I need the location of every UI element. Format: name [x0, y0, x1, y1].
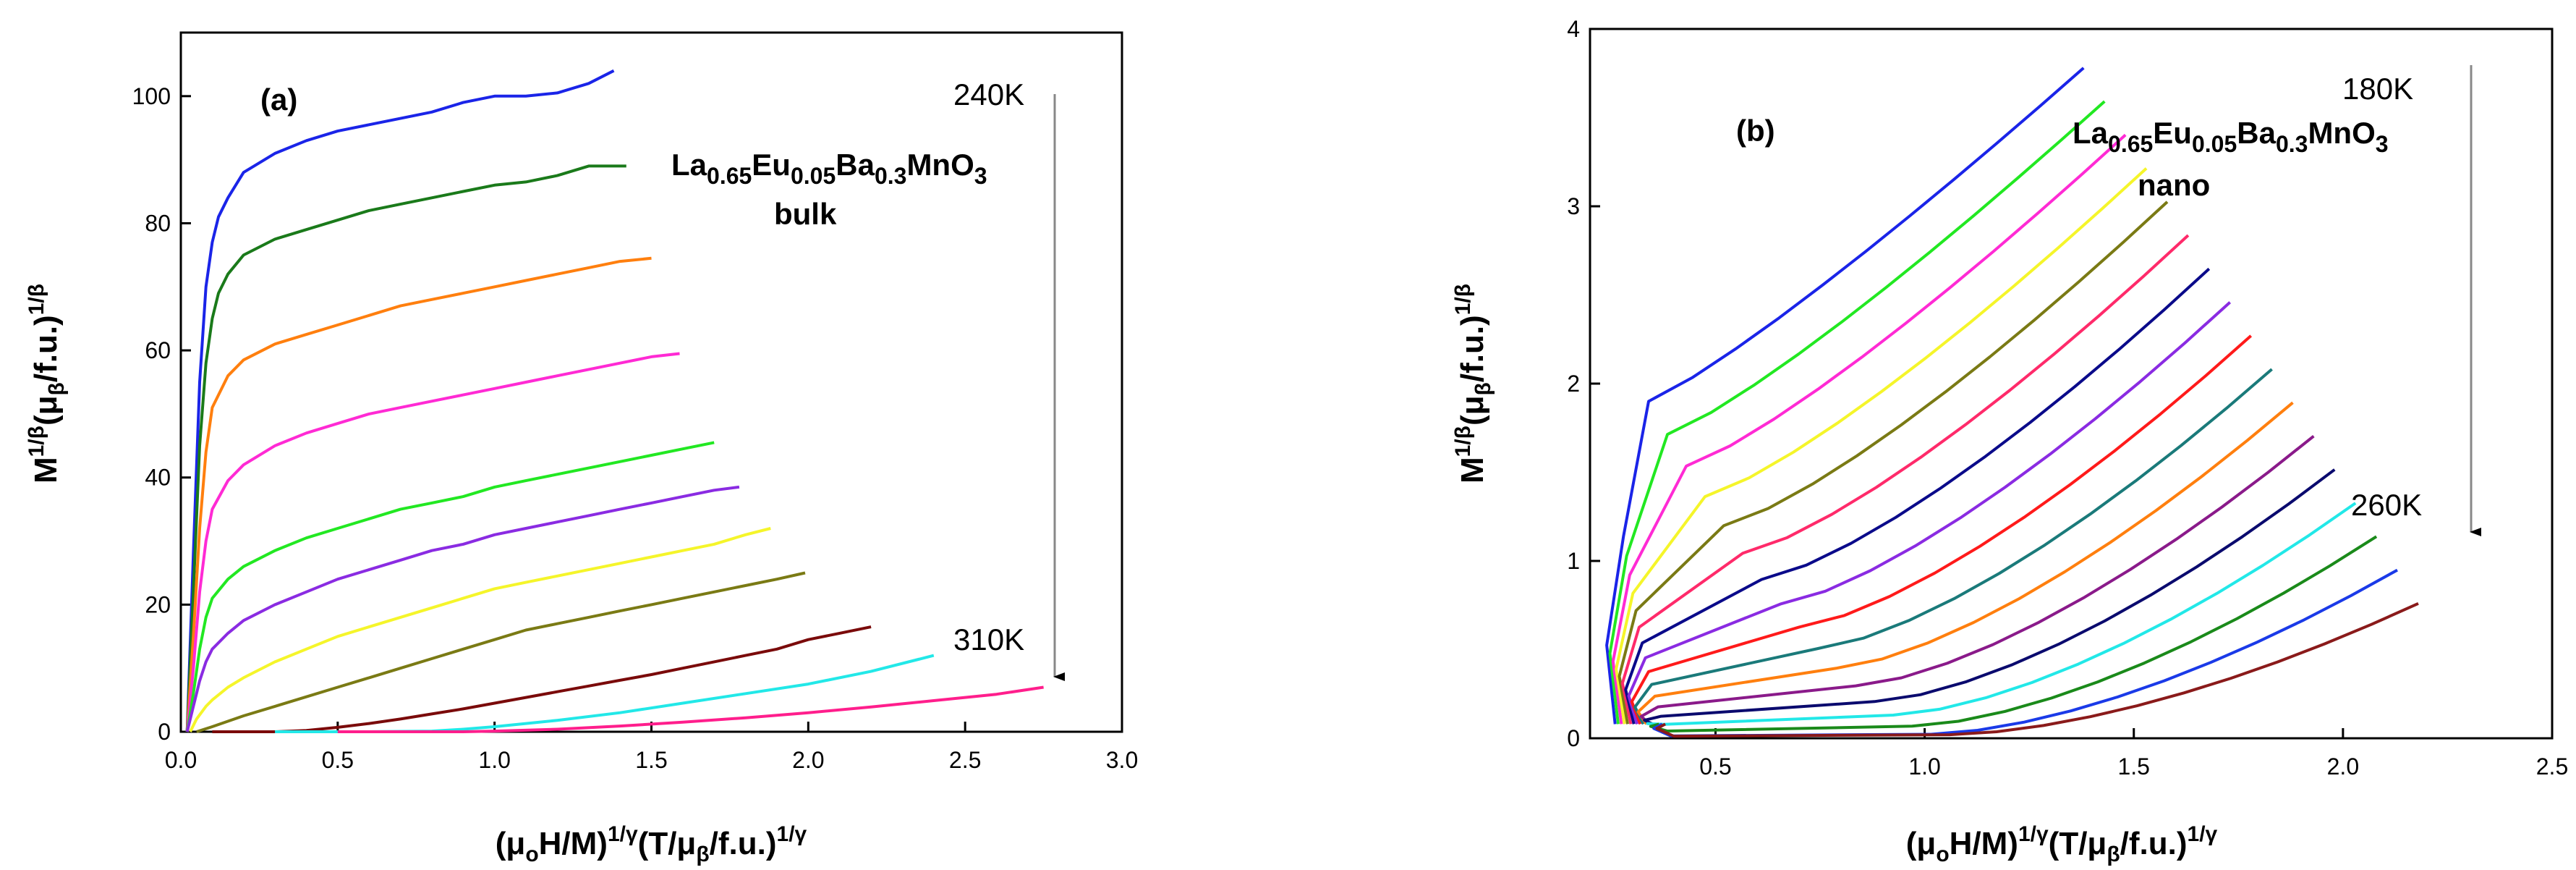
chart-b-arrow-top-label: 180K [2342, 72, 2413, 106]
chart-a-series-line [185, 69, 615, 732]
chart-a-series-line [185, 441, 715, 732]
chart-a-x-tick-label: 1.5 [635, 747, 667, 773]
chart-a-series-line [196, 571, 806, 733]
chart-a-x-tick-label: 0.5 [322, 747, 354, 773]
chart-b-x-tick-label: 1.5 [2117, 753, 2149, 780]
chart-a-ticks: 0.0 0.5 1.0 1.5 2.0 2.5 3.0 0 20 40 60 80 100 [132, 83, 1139, 773]
chart-b-series-line [1624, 267, 2211, 725]
chart-b-series-line [1608, 100, 2106, 725]
chart-a-x-tick-label: 2.0 [792, 747, 824, 773]
chart-a-series-line [185, 485, 740, 732]
chart-a-x-tick-label: 3.0 [1106, 747, 1138, 773]
chart-a-series [185, 69, 1044, 733]
chart-a-y-tick-label: 100 [132, 83, 171, 109]
chart-a-y-tick-label: 60 [145, 337, 171, 363]
chart-b-series-line [1605, 67, 2085, 725]
chart-a-x-tick-label: 0.0 [165, 747, 197, 773]
chart-b-y-tick-label: 0 [1567, 725, 1580, 751]
chart-b-series-line [1646, 502, 2357, 726]
chart-b-y-tick-label: 1 [1567, 548, 1580, 574]
chart-b-series-line [1618, 200, 2169, 725]
chart-b-compound: La0.65Eu0.05Ba0.3MnO3 [2073, 116, 2389, 157]
chart-b-y-tick-label: 2 [1567, 371, 1580, 397]
chart-b-y-axis-label: M1/β(μβ/f.u.)1/β [1451, 284, 1495, 483]
chart-a-series-line [337, 685, 1044, 733]
chart-b-series-line [1633, 368, 2273, 725]
chart-a-compound: La0.65Eu0.05Ba0.3MnO3 [671, 148, 987, 189]
chart-a-sample-label: bulk [774, 197, 837, 231]
chart-b-x-tick-label: 2.0 [2327, 753, 2359, 780]
chart-b: 0.5 1.0 1.5 2.0 2.5 0 1 2 3 4 (b) La0.65Eu0.05Ba0… [1451, 16, 2568, 866]
chart-a-series-line [185, 164, 626, 732]
chart-b-series-line [1639, 435, 2315, 725]
chart-b-series-line [1655, 601, 2419, 738]
chart-a-y-tick-label: 20 [145, 591, 171, 617]
chart-b-ticks: 0.5 1.0 1.5 2.0 2.5 0 1 2 3 4 [1567, 16, 2568, 780]
chart-b-sample-label: nano [2138, 168, 2210, 202]
chart-a-series-line [212, 625, 872, 733]
chart-b-x-axis-label: (μoH/M)1/γ(T/μβ/f.u.)1/γ [1906, 822, 2218, 866]
chart-a-arrow-top-label: 240K [953, 77, 1024, 111]
chart-a-x-tick-label: 1.0 [478, 747, 510, 773]
chart-a-series-line [275, 654, 935, 733]
chart-a-y-tick-label: 0 [158, 719, 171, 745]
chart-a-series-line [185, 352, 680, 732]
chart-b-series-line [1649, 535, 2378, 732]
chart-a: 0.0 0.5 1.0 1.5 2.0 2.5 3.0 0 20 40 60 80 100 (a) La… [25, 31, 1139, 866]
chart-b-series [1605, 67, 2419, 738]
chart-b-y-tick-label: 4 [1567, 16, 1580, 42]
chart-b-series-line [1630, 334, 2253, 725]
chart-b-panel-label: (b) [1736, 114, 1775, 148]
chart-b-x-tick-label: 1.0 [1908, 753, 1940, 780]
chart-b-y-tick-label: 3 [1567, 193, 1580, 219]
chart-a-y-tick-label: 80 [145, 210, 171, 236]
chart-b-x-tick-label: 2.5 [2536, 753, 2568, 780]
chart-b-arrow-bottom-label: 260K [2351, 488, 2422, 522]
chart-a-panel-label: (a) [260, 83, 297, 117]
chart-a-series-line [185, 256, 652, 732]
chart-b-series-line [1620, 234, 2190, 725]
chart-a-x-tick-label: 2.5 [949, 747, 981, 773]
chart-b-series-line [1643, 468, 2336, 726]
chart-b-x-tick-label: 0.5 [1699, 753, 1731, 780]
chart-b-frame [1589, 28, 2554, 740]
chart-b-series-line [1627, 301, 2232, 725]
chart-a-y-axis-label: M1/β(μβ/f.u.)1/β [25, 284, 69, 483]
chart-b-series-line [1615, 167, 2148, 725]
chart-a-arrow-bottom-label: 310K [953, 622, 1024, 656]
chart-b-series-line [1611, 133, 2127, 725]
chart-b-series-line [1636, 401, 2294, 725]
chart-a-y-tick-label: 40 [145, 465, 171, 491]
chart-a-series-line [189, 527, 771, 732]
chart-a-x-axis-label: (μoH/M)1/γ(T/μβ/f.u.)1/γ [496, 822, 807, 866]
